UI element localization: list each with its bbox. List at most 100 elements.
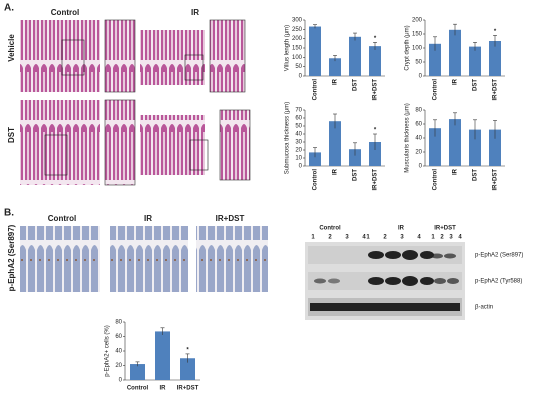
x-tick-label: DST — [473, 169, 479, 181]
y-tick-label: 100 — [292, 55, 303, 61]
lane-number: 4 — [417, 235, 421, 241]
y-tick-label: 0 — [299, 74, 303, 80]
bar — [349, 36, 361, 76]
blot-group: IR+DST — [434, 226, 456, 232]
y-tick-label: 60 — [415, 122, 422, 128]
y-axis-label: Muscularis thickness (μm) — [405, 103, 411, 172]
x-tick-label: IR — [333, 168, 339, 175]
significance-marker: * — [374, 128, 377, 134]
y-tick-label: 200 — [412, 18, 423, 24]
bar — [429, 128, 441, 166]
blot-label: p-EphA2 (Ser897) — [475, 253, 523, 259]
y-axis-label: Crypt depth (μm) — [405, 25, 411, 70]
bar — [469, 129, 481, 166]
x-tick-label: Control — [433, 79, 439, 101]
bar — [180, 358, 195, 380]
bar — [449, 119, 461, 166]
lane-number: 1 — [366, 235, 370, 241]
histology-a — [20, 19, 251, 186]
blot-label: p-EphA2 (Tyr588) — [475, 279, 522, 285]
bar — [469, 46, 481, 76]
y-tick-label: 150 — [292, 46, 303, 52]
bar — [489, 41, 501, 76]
significance-marker: * — [374, 36, 377, 42]
lane-number: 2 — [383, 235, 387, 241]
bar — [329, 121, 341, 166]
row-label: DST — [7, 127, 16, 143]
x-tick-label: IR+DST — [373, 79, 379, 101]
x-tick-label: IR+DST — [493, 169, 499, 191]
row-label: p-EphA2 (Ser897) — [7, 224, 16, 291]
y-tick-label: 40 — [295, 132, 302, 138]
column-label: Control — [48, 214, 76, 223]
bar — [489, 129, 501, 166]
lane-number: 1 — [431, 235, 435, 241]
y-tick-label: 50 — [295, 64, 302, 70]
histology-b — [20, 226, 268, 292]
x-tick-label: DST — [473, 79, 479, 91]
y-tick-label: 80 — [415, 108, 422, 114]
panel-label: B. — [4, 208, 14, 219]
bar — [349, 149, 361, 166]
y-tick-label: 80 — [115, 320, 122, 326]
x-tick-label: IR+DST — [373, 169, 379, 191]
y-tick-label: 60 — [115, 334, 122, 340]
y-tick-label: 100 — [412, 46, 423, 52]
x-tick-label: Control — [433, 169, 439, 191]
bar — [130, 364, 145, 380]
bar — [329, 58, 341, 76]
y-tick-label: 0 — [419, 164, 423, 170]
column-label: IR — [191, 8, 199, 17]
lane-number: 4 — [362, 235, 366, 241]
y-tick-label: 200 — [292, 36, 303, 42]
x-tick-label: IR+DST — [493, 79, 499, 101]
y-axis-label: Submucosa thickness (μm) — [285, 102, 291, 174]
bar — [309, 152, 321, 166]
x-tick-label: IR — [453, 78, 459, 85]
x-tick-label: IR — [160, 386, 167, 392]
bar — [369, 142, 381, 166]
row-label: Vehicle — [7, 34, 16, 62]
column-label: Control — [51, 8, 79, 17]
bar — [309, 26, 321, 76]
panel-label: A. — [4, 3, 14, 14]
lane-number: 1 — [311, 235, 315, 241]
y-axis-label: p-EphA2+ cells (%) — [105, 325, 111, 377]
column-label: IR — [144, 214, 152, 223]
lane-number: 3 — [449, 235, 453, 241]
bar — [429, 43, 441, 76]
y-tick-label: 150 — [412, 32, 423, 38]
y-tick-label: 300 — [292, 18, 303, 24]
x-tick-label: Control — [313, 169, 319, 191]
bar — [155, 331, 170, 380]
lane-number: 3 — [400, 235, 404, 241]
blot-group: IR — [398, 226, 405, 232]
bar — [369, 46, 381, 76]
y-tick-label: 60 — [295, 116, 302, 122]
significance-marker: * — [494, 29, 497, 35]
y-tick-label: 0 — [299, 164, 303, 170]
column-label: IR+DST — [216, 214, 245, 223]
y-tick-label: 10 — [295, 156, 302, 162]
x-tick-label: IR+DST — [177, 386, 199, 392]
x-tick-label: IR — [453, 168, 459, 175]
x-tick-label: IR — [333, 78, 339, 85]
y-tick-label: 0 — [419, 74, 423, 80]
y-tick-label: 50 — [415, 60, 422, 66]
western-blot — [305, 242, 465, 320]
x-tick-label: DST — [353, 169, 359, 181]
y-tick-label: 20 — [115, 363, 122, 369]
y-tick-label: 250 — [292, 27, 303, 33]
blot-label: β-actin — [475, 305, 493, 311]
y-tick-label: 20 — [295, 148, 302, 154]
y-tick-label: 40 — [415, 136, 422, 142]
y-axis-label: Villus length (μm) — [285, 25, 291, 71]
y-tick-label: 30 — [295, 140, 302, 146]
bar — [449, 29, 461, 76]
y-tick-label: 70 — [295, 108, 302, 114]
lane-number: 3 — [345, 235, 349, 241]
y-tick-label: 20 — [415, 150, 422, 156]
y-tick-label: 50 — [295, 124, 302, 130]
x-tick-label: Control — [127, 386, 149, 392]
